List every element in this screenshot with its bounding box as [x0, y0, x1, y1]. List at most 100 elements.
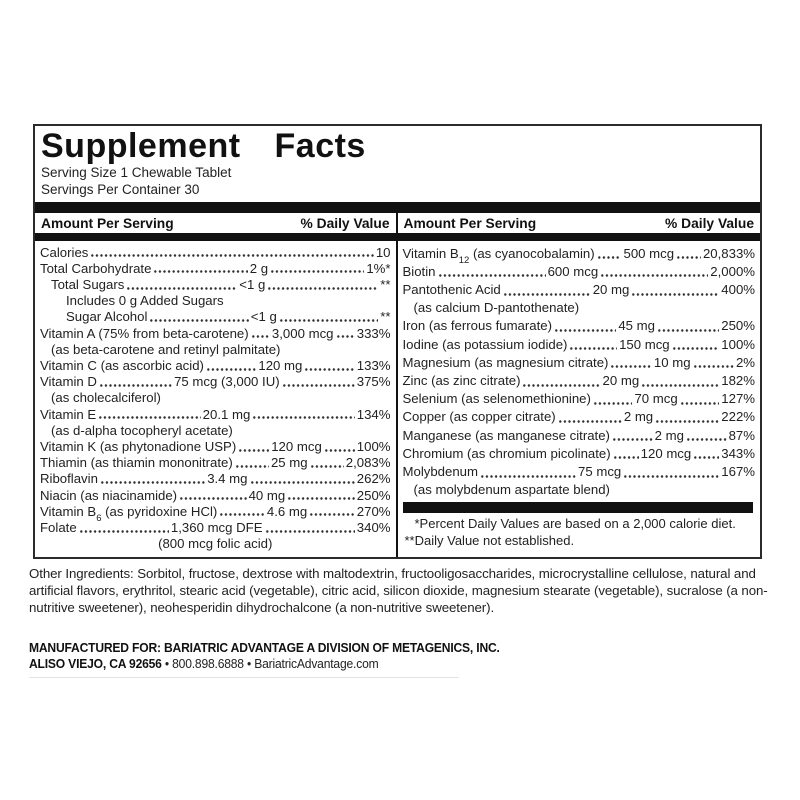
nutrient-row: Total Sugars <1 g ** [40, 277, 391, 294]
right-nutrient-rows: Vitamin B12 (as cyanocobalamin) 500 mcg 20… [402, 244, 756, 500]
nutrient-row: Magnesium (as magnesium citrate) 10 mg 2% [403, 353, 756, 373]
nutrient-row: (as calcium D-pantothenate) [403, 299, 756, 317]
nutrient-name: Zinc (as zinc citrate) [402, 373, 521, 389]
nutrient-name: Calories [40, 244, 89, 260]
dot-leader [287, 487, 355, 504]
nutrient-name: Vitamin B6 (as pyridoxine HCl) [40, 503, 218, 525]
nutrient-daily-value: 333% [356, 325, 391, 341]
dot-leader [623, 463, 720, 482]
nutrient-amount: 70 mcg [634, 391, 678, 407]
nutrient-daily-value: 20,833% [702, 245, 755, 261]
nutrient-row: Vitamin B6 (as pyridoxine HCl) 4.6 mg 270% [40, 503, 391, 525]
nutrient-name: Vitamin C (as ascorbic acid) [40, 358, 204, 374]
dot-leader [610, 353, 652, 373]
dot-leader [149, 309, 249, 326]
dot-leader [270, 260, 365, 277]
nutrient-name: Includes 0 g Added Sugars [66, 293, 224, 309]
nutrient-name: Molybdenum [402, 464, 479, 480]
nutrient-row: (as cholecalciferol) [40, 390, 391, 406]
dot-leader [99, 471, 206, 488]
footnote-percent-daily-value: *Percent Daily Values are based on a 2,0… [414, 516, 736, 532]
nutrient-name: Vitamin A (75% from beta-carotene) [40, 325, 249, 341]
manufacturer-contact-text: • 800.898.6888 • BariatricAdvantage.com [161, 656, 379, 671]
amount-per-serving-label: Amount Per Serving [41, 215, 174, 231]
dot-leader [267, 277, 379, 294]
nutrient-row: Selenium (as selenomethionine) 70 mcg 127% [402, 390, 755, 409]
dot-leader [569, 335, 618, 354]
footnotes: *Percent Daily Values are based on a 2,0… [403, 513, 756, 549]
dot-leader [249, 471, 355, 488]
dot-leader [437, 262, 546, 281]
serving-size-text: Serving Size 1 Chewable Tablet [41, 165, 232, 180]
other-ingredients-text: Other Ingredients: Sorbitol, fructose, d… [29, 566, 768, 615]
nutrient-name: (as d-alpha tocopheryl acetate) [51, 422, 233, 438]
nutrient-name: Total Carbohydrate [40, 260, 152, 276]
nutrient-daily-value: 2,083% [345, 455, 391, 471]
nutrient-daily-value: ** [380, 277, 391, 292]
nutrient-name: Pantothenic Acid [402, 282, 501, 297]
nutrient-name: (as calcium D-pantothenate) [413, 300, 580, 316]
nutrient-name: Selenium (as selenomethionine) [402, 391, 591, 407]
nutrient-daily-value: 250% [356, 487, 391, 503]
nutrient-row: Vitamin C (as ascorbic acid) 120 mg 133% [40, 358, 391, 375]
nutrient-amount: 1,360 mcg DFE [170, 520, 263, 536]
dot-leader [557, 408, 622, 427]
nutrient-daily-value: 2% [735, 354, 756, 370]
nutrient-row: (as molybdenum aspartate blend) [403, 481, 756, 499]
nutrient-row: Total Carbohydrate 2 g 1%* [40, 260, 391, 277]
nutrient-amount: 600 mcg [547, 263, 599, 279]
divider-bar-header [35, 232, 760, 241]
manufacturer-location-text: ALISO VIEJO, CA 92656 [29, 656, 162, 671]
nutrient-amount: 10 mg [653, 354, 691, 370]
nutrient-row: Folate 1,360 mcg DFE 340% [40, 520, 391, 537]
nutrient-amount: 150 mcg [619, 336, 670, 352]
nutrient-amount: <1 g [250, 309, 277, 325]
nutrient-name: Manganese (as manganese citrate) [402, 427, 610, 443]
nutrient-name: Vitamin D [40, 374, 97, 390]
column-header-row: Amount Per Serving % Daily Value Amount … [35, 212, 761, 233]
nutrient-name: Vitamin K (as phytonadione USP) [40, 439, 237, 455]
dot-leader [335, 325, 355, 342]
nutrient-row: (as d-alpha tocopheryl acetate) [40, 423, 391, 439]
nutrient-amount: 40 mg [248, 487, 286, 503]
manufacturer-address-line: ALISO VIEJO, CA 92656 • 800.898.6888 • B… [29, 656, 736, 672]
nutrient-name: Iron (as ferrous fumarate) [402, 318, 553, 334]
nutrient-amount: 45 mg [618, 318, 655, 334]
nutrient-row: Thiamin (as thiamin mononitrate) 25 mg 2,0… [40, 455, 391, 472]
nutrient-row: Copper (as copper citrate) 2 mg 222% [403, 408, 755, 427]
dot-leader [98, 406, 201, 423]
nutrient-amount: 20.1 mg [202, 406, 251, 422]
nutrient-row: (800 mcg folic acid) [40, 536, 391, 552]
dot-leader [250, 325, 270, 342]
dot-leader [641, 372, 720, 391]
dot-leader [309, 503, 355, 521]
nutrient-row: Includes 0 g Added Sugars [40, 293, 391, 309]
nutrient-name: (800 mcg folic acid) [158, 536, 273, 552]
dot-leader [323, 439, 355, 456]
manufactured-for-text: MANUFACTURED FOR: BARIATRIC ADVANTAGE A … [29, 640, 500, 655]
nutrient-name: (as beta-carotene and retinyl palmitate) [51, 341, 281, 357]
dot-leader [611, 426, 653, 445]
servings-per-container-text: Servings Per Container 30 [41, 181, 200, 197]
nutrient-row: Vitamin D 75 mcg (3,000 IU) 375% [40, 374, 391, 391]
right-column-header: Amount Per Serving % Daily Value [398, 213, 761, 233]
nutrient-row: Calories 10 [40, 244, 391, 261]
nutrient-row: Iodine (as potassium iodide) 150 mcg 100% [403, 335, 755, 354]
dot-leader [219, 503, 265, 521]
nutrient-row: Molybdenum 75 mcg 167% [402, 463, 755, 482]
nutrient-name: Biotin [402, 263, 436, 279]
dot-leader [676, 244, 701, 263]
nutrient-row: Vitamin A (75% from beta-carotene) 3,000 … [40, 325, 391, 342]
nutrient-daily-value: 182% [721, 373, 755, 389]
nutrient-amount: 120 mcg [640, 445, 692, 461]
supplement-facts-title: Supplement Facts [41, 127, 366, 165]
nutrient-name: (as cholecalciferol) [51, 390, 161, 406]
nutrient-amount: 25 mg [270, 455, 308, 471]
nutrient-amount: 2 mg [623, 409, 654, 425]
nutrient-daily-value: 87% [728, 427, 755, 443]
nutrient-amount: 2 mg [654, 427, 684, 443]
nutrient-amount: 120 mg [258, 358, 303, 374]
nutrient-row: Vitamin E 20.1 mg 134% [40, 406, 391, 423]
nutrient-row: Zinc (as zinc citrate) 20 mg 182% [402, 372, 755, 391]
